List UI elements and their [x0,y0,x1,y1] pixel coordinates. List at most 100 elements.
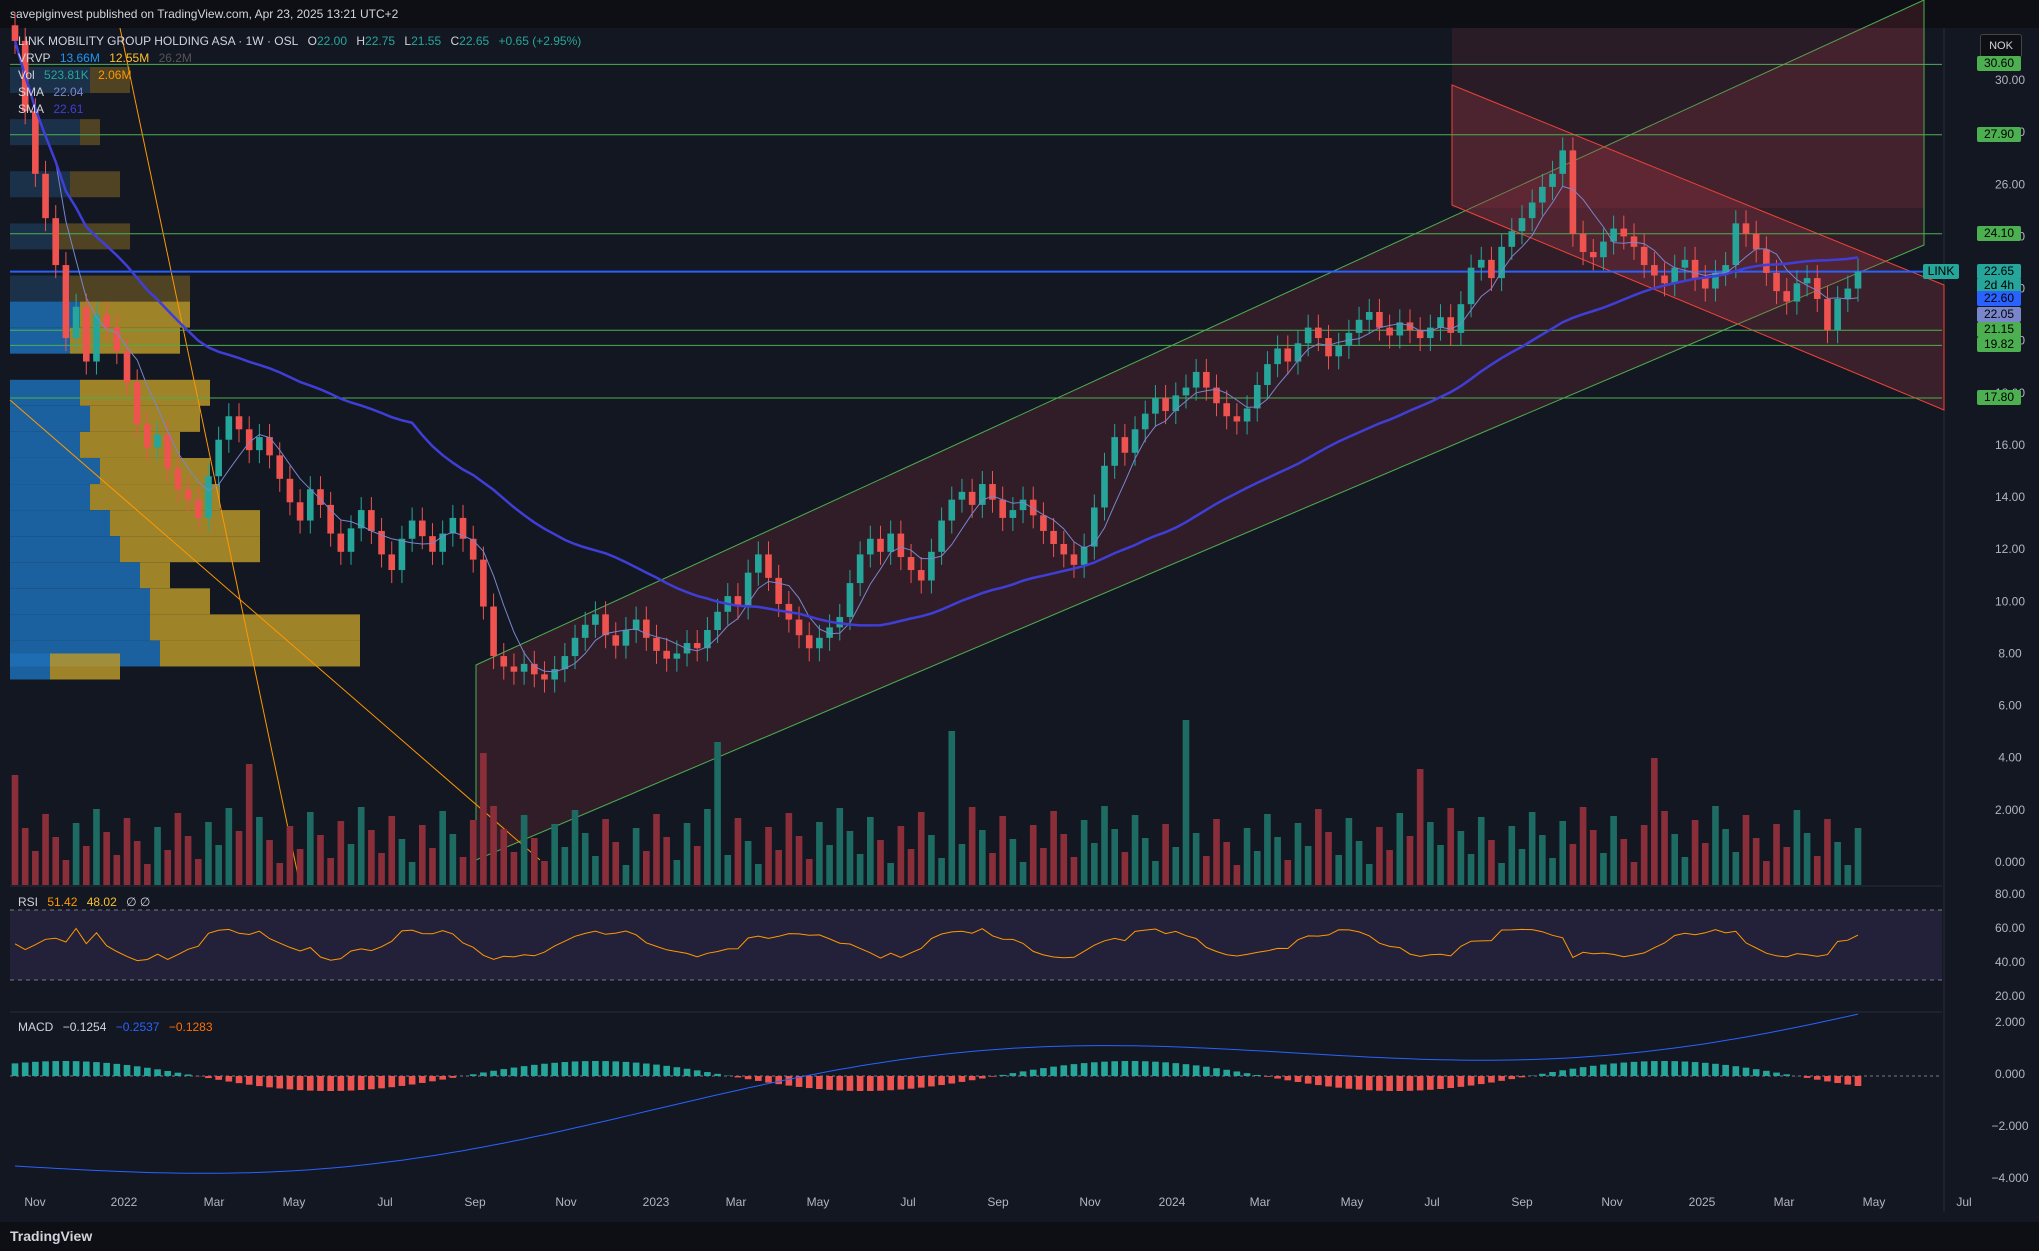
volume-bar [785,813,793,885]
volume-bar [1111,829,1118,885]
candle-body [816,637,823,649]
volume-bar [1101,806,1108,885]
macd-histogram-bar [1386,1076,1393,1091]
volume-bar [1813,856,1821,885]
candle-body [1661,275,1668,284]
volume-bar [1040,848,1047,885]
volume-profile-buy-bar [10,431,80,458]
volume-legend[interactable]: Vol 523.81K 2.06M [18,68,132,82]
macd-histogram-bar [133,1066,141,1076]
volume-profile-sell-bar [160,640,360,667]
macd-histogram-bar [1396,1076,1404,1091]
candle-body [1477,259,1485,268]
volume-bar [1824,819,1831,885]
macd-histogram-bar [42,1061,49,1076]
sma-legend-2[interactable]: SMA 22.61 [18,102,84,116]
macd-histogram-bar [103,1062,110,1076]
volume-profile-buy-bar [10,588,150,615]
x-tick-label: Mar [204,1195,225,1209]
volume-bar [1732,852,1740,885]
volume-bar [317,835,324,885]
volume-bar [520,815,528,885]
candle-body [1213,387,1220,404]
candle-body [123,351,131,383]
candle-body [408,520,416,539]
macd-histogram-bar [1131,1061,1139,1076]
candle-body [673,653,681,659]
candle-body [1498,246,1505,279]
volume-bar [622,865,630,885]
candle-body [62,265,70,339]
volume-bar [1691,820,1699,885]
macd-histogram-bar [296,1076,304,1091]
sma-legend-1[interactable]: SMA 22.04 [18,85,84,99]
volume-bar [1518,849,1526,885]
macd-histogram-bar [805,1076,813,1089]
candle-body [52,218,60,266]
x-tick-label: May [1863,1195,1886,1209]
close-value: 22.65 [459,34,490,48]
candle-body [1539,186,1546,203]
volume-bar [469,820,477,885]
currency-selector[interactable]: NOK [1980,34,2022,58]
candle-body [1131,429,1139,453]
candle-body [928,551,935,581]
price-level-tag: 21.15 [1977,322,2021,338]
candle-body [337,533,345,552]
vrvp-legend[interactable]: VRVP 13.66M 12.55M 26.2M [18,51,192,65]
macd-histogram-bar [480,1072,487,1076]
volume-bar [571,810,579,885]
candle-body [1518,218,1526,232]
price-level-tag: 19.82 [1977,337,2021,353]
candle-body [215,439,222,477]
macd-histogram-bar [1274,1076,1281,1079]
ascending-channel [475,0,1925,861]
macd-histogram-bar [755,1076,762,1081]
macd-histogram-bar [72,1061,80,1076]
candle-body [653,637,660,651]
rsi-band [10,910,1942,980]
macd-histogram-bar [785,1076,793,1086]
macd-histogram-bar [82,1061,90,1076]
volume-bar [398,839,406,885]
volume-bar [93,809,100,885]
macd-histogram-bar [816,1076,823,1090]
high-value: 22.75 [365,34,396,48]
volume-profile-buy-bar [10,379,80,406]
volume-bar [164,850,172,885]
candle-body [1691,259,1699,279]
macd-histogram-bar [1498,1076,1505,1081]
volume-bar [1589,830,1597,885]
macd-histogram-bar [1223,1069,1231,1076]
candle-body [704,630,711,649]
candle-body [989,484,996,500]
rsi-legend[interactable]: RSI 51.42 48.02 ∅ ∅ [18,895,151,909]
x-tick-label: Sep [987,1195,1009,1209]
candle-body [1345,332,1353,346]
volume-bar [999,816,1006,885]
macd-histogram-bar [1589,1065,1597,1076]
volume-bar [1416,769,1424,885]
candle-body [1203,371,1210,388]
candle-body [378,530,385,555]
volume-profile-buy-bar [10,614,150,641]
volume-bar [133,841,141,885]
macd-histogram-bar [398,1076,406,1086]
macd-legend[interactable]: MACD −0.1254 −0.2537 −0.1283 [18,1020,213,1034]
macd-histogram-bar [1091,1062,1098,1076]
macd-histogram-bar [1467,1076,1475,1086]
volume-bar [327,858,334,885]
volume-bar [673,860,681,885]
price-level-tag: 22.65 [1977,263,2021,279]
candle-body [480,559,487,607]
candle-body [1722,265,1729,273]
volume-bar [968,807,976,885]
candle-body [1763,249,1770,273]
candle-body [1569,150,1577,234]
price-level-tag: 2d 4h [1977,277,2021,293]
volume-bar [42,814,49,885]
macd-histogram-bar [32,1061,39,1076]
y-tick-label: 8.00 [1998,646,2022,660]
candle-body [1467,267,1475,305]
